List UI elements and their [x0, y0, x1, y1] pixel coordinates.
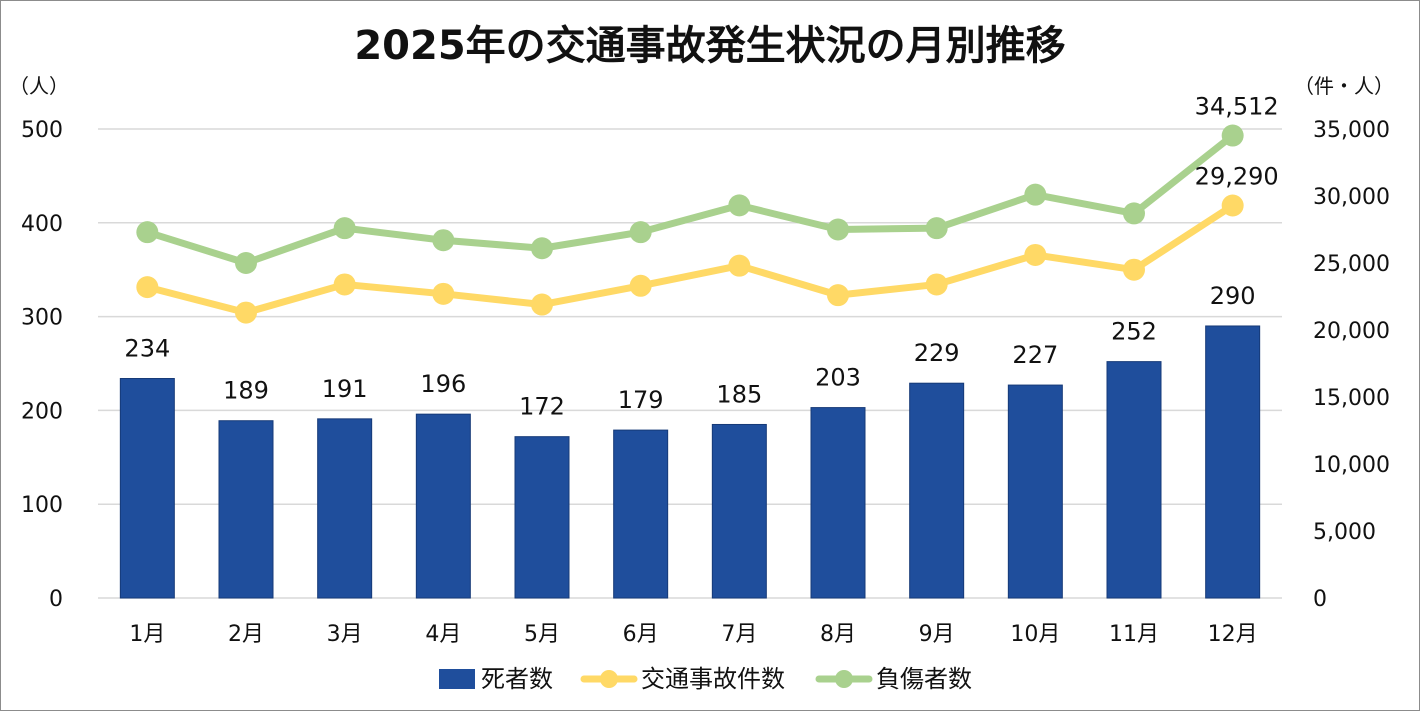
chart-title: 2025年の交通事故発生状況の月別推移 [354, 23, 1065, 69]
right-axis-tick-label: 30,000 [1313, 185, 1390, 210]
bar [613, 429, 669, 599]
x-axis-tick-label: 5月 [524, 622, 560, 647]
series-point [531, 237, 553, 260]
x-axis-tick-label: 11月 [1109, 622, 1159, 647]
series-point [531, 293, 553, 316]
legend: 死者数 交通事故件数 負傷者数 [439, 665, 972, 693]
bar [1007, 384, 1063, 599]
series-point [432, 282, 455, 305]
legend-label: 交通事故件数 [641, 665, 785, 693]
bar [218, 420, 274, 599]
series-point [136, 276, 159, 299]
legend-label: 死者数 [481, 665, 553, 693]
right-axis-tick-label: 0 [1313, 587, 1327, 612]
data-labels: 234 189 191 196 172 179 185 203 229 227 252 290 29,2… [124, 93, 1278, 421]
series-point [1221, 194, 1244, 217]
x-axis-tick-label: 9月 [919, 622, 955, 647]
series-point [728, 254, 751, 277]
x-axis-tick-label: 2月 [228, 622, 264, 647]
left-axis-tick-label: 100 [21, 493, 63, 518]
series-point [827, 284, 849, 307]
legend-marker [835, 670, 853, 688]
bar [119, 378, 175, 599]
bar [909, 382, 965, 599]
left-axis-tick-label: 0 [49, 587, 63, 612]
left-axis-tick-label: 400 [21, 212, 63, 237]
x-axis-tick-label: 1月 [129, 622, 165, 647]
bar-data-label: 191 [322, 375, 368, 403]
right-axis-tick-label: 15,000 [1313, 386, 1390, 411]
series-point [333, 217, 356, 240]
x-axis-tick-label: 7月 [721, 622, 757, 647]
right-axis-tick-label: 25,000 [1313, 252, 1390, 277]
series-point [432, 229, 455, 252]
series-point [1123, 202, 1145, 225]
bar-data-label: 252 [1111, 318, 1157, 346]
series-point [1221, 124, 1244, 147]
series-point [1024, 243, 1047, 266]
right-axis-tick-label: 5,000 [1313, 520, 1376, 545]
series-point [333, 273, 356, 296]
x-axis-tick-label: 6月 [623, 622, 659, 647]
line-data-label: 29,290 [1195, 163, 1279, 191]
series-point [925, 217, 948, 240]
bar-data-label: 189 [223, 377, 269, 405]
line-series [136, 124, 1244, 324]
x-axis-tick-label: 4月 [425, 622, 461, 647]
right-axis-tick-label: 20,000 [1313, 319, 1390, 344]
series-line [143, 202, 1237, 317]
bar [514, 436, 570, 599]
series-point [629, 221, 652, 244]
legend-label: 負傷者数 [876, 665, 972, 693]
bar [415, 413, 471, 599]
series-point [925, 273, 948, 296]
legend-swatch [439, 669, 475, 689]
series-point [728, 194, 751, 217]
right-axis-tick-label: 10,000 [1313, 453, 1390, 478]
x-axis-tick-label: 10月 [1010, 622, 1060, 647]
bar-data-label: 229 [914, 339, 960, 367]
bar-data-label: 172 [519, 393, 565, 421]
right-axis-tick-label: 35,000 [1313, 118, 1390, 143]
series-point [235, 301, 257, 324]
series-point [827, 218, 849, 241]
series-point [629, 274, 652, 297]
right-axis-unit: （件・人） [1294, 74, 1394, 98]
bar-data-label: 185 [716, 380, 762, 408]
bar-data-label: 196 [420, 370, 466, 398]
x-axis-tick-label: 8月 [820, 622, 856, 647]
bar-data-label: 290 [1210, 282, 1256, 310]
bar-data-label: 227 [1012, 341, 1058, 369]
x-axis-tick-label: 3月 [327, 622, 363, 647]
left-axis-tick-label: 500 [21, 118, 63, 143]
bar-data-label: 234 [124, 335, 170, 363]
left-axis-tick-label: 200 [21, 399, 63, 424]
left-axis-unit: （人） [9, 74, 69, 98]
bar [810, 407, 866, 599]
bar [1106, 361, 1162, 599]
series-point [1024, 183, 1047, 206]
bar [1205, 325, 1261, 599]
bar-data-label: 203 [815, 364, 861, 392]
series-point [136, 221, 159, 244]
series-line [143, 132, 1237, 267]
gridlines [98, 128, 1282, 599]
bar-series [119, 325, 1261, 599]
series-point [235, 252, 257, 274]
bar-data-label: 179 [618, 386, 664, 414]
bar [317, 418, 373, 599]
axes: 0 100 200 300 400 500 0 5,000 10,000 15,000 20,000… [21, 118, 1390, 647]
line-data-label: 34,512 [1195, 93, 1279, 121]
bar [711, 423, 767, 599]
x-axis-tick-label: 12月 [1208, 622, 1258, 647]
series-point [1123, 258, 1145, 281]
legend-marker [600, 670, 618, 688]
left-axis-tick-label: 300 [21, 306, 63, 331]
